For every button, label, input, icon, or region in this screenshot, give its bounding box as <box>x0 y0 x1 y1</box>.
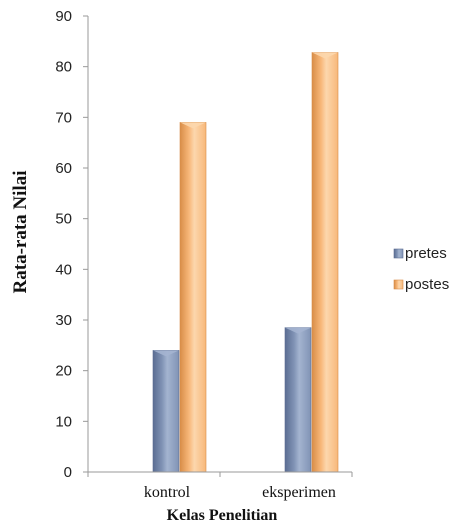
bar-pretes-kontrol <box>152 350 180 473</box>
y-tick-label: 0 <box>64 464 72 481</box>
y-tick-labels: 0 10 20 30 40 50 60 70 80 90 <box>55 8 88 481</box>
y-axis-title: Rata-rata Nilai <box>10 171 31 294</box>
y-tick-label: 20 <box>55 363 72 380</box>
y-tick-label: 60 <box>55 160 72 177</box>
bar-top-bevel <box>285 327 311 334</box>
bar-top-bevel <box>312 52 338 59</box>
bar-pretes-eksperimen <box>284 327 312 473</box>
bar-top-bevel <box>180 122 206 129</box>
y-tick-label: 80 <box>55 59 72 76</box>
x-tick-label: kontrol <box>144 484 191 501</box>
legend-swatch-postes <box>393 279 404 290</box>
legend-label-pretes: pretes <box>405 245 447 262</box>
y-tick-label: 50 <box>55 211 72 228</box>
y-tick-label: 30 <box>55 312 72 329</box>
bar-postes-eksperimen <box>311 52 339 473</box>
y-tick-label: 40 <box>55 261 72 278</box>
legend-label-postes: postes <box>405 276 449 293</box>
bars-layer <box>152 52 339 473</box>
y-tick-label: 90 <box>55 8 72 25</box>
legend-swatch-pretes <box>393 248 404 259</box>
x-tick-labels: kontrol eksperimen <box>87 472 353 501</box>
bar-top-bevel <box>153 350 179 357</box>
x-axis-title: Kelas Penelitian <box>167 507 278 524</box>
y-tick-label: 70 <box>55 109 72 126</box>
y-tick-label: 10 <box>55 413 72 430</box>
legend: pretes postes <box>393 245 449 293</box>
x-tick-label: eksperimen <box>262 484 336 501</box>
bar-postes-kontrol <box>179 122 207 473</box>
